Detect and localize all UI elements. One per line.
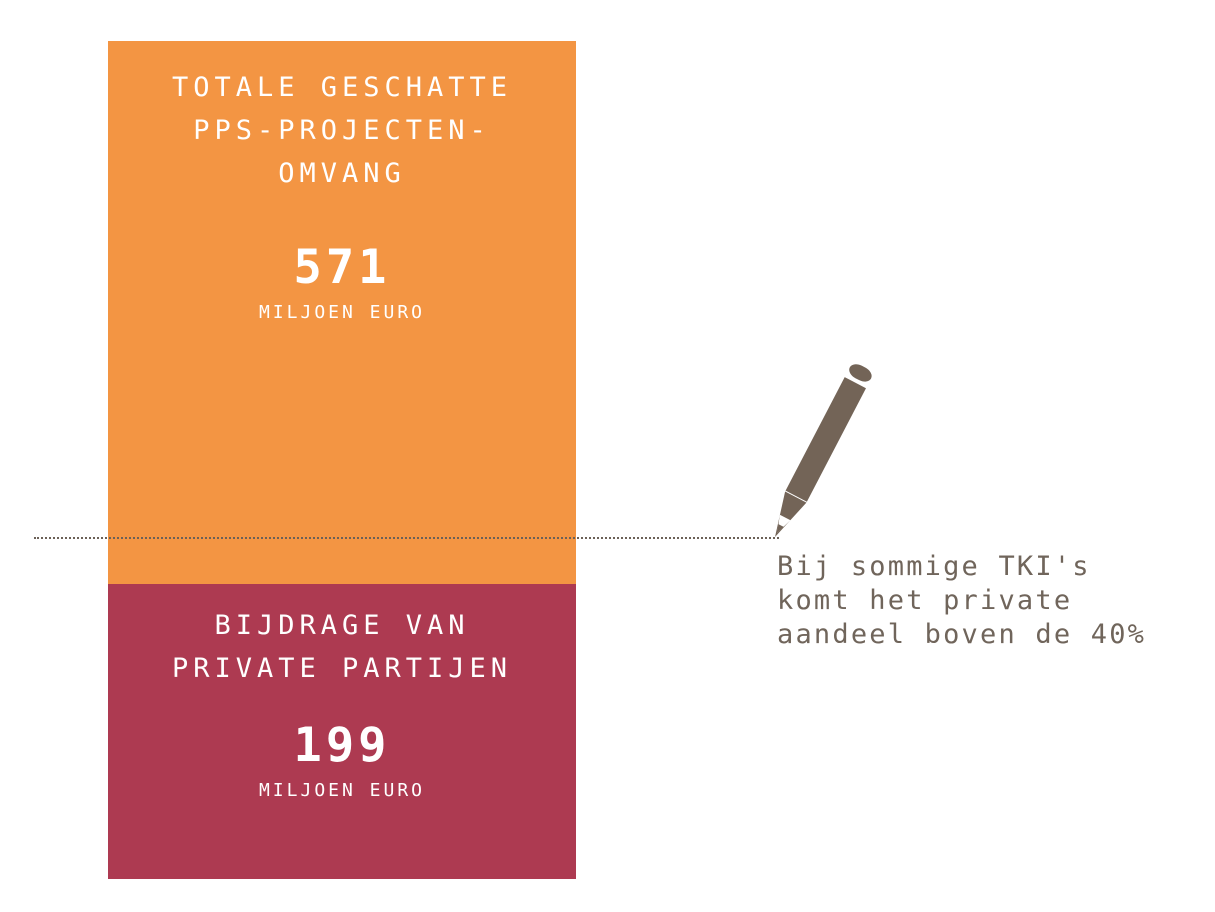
annotation-text: Bij sommige TKI's komt het private aande…: [777, 551, 1147, 650]
total-volume-block: TOTALE GESCHATTE PPS-PROJECTEN- OMVANG 5…: [108, 41, 576, 584]
private-contribution-value: 199: [293, 718, 391, 773]
pencil-icon: [775, 364, 872, 537]
private-contribution-block: BIJDRAGE VAN PRIVATE PARTIJEN 199 MILJOE…: [108, 584, 576, 879]
dotted-marker-line: [34, 537, 779, 539]
private-contribution-unit: MILJOEN EURO: [258, 780, 426, 801]
total-volume-title: TOTALE GESCHATTE PPS-PROJECTEN- OMVANG: [171, 72, 513, 189]
total-volume-unit: MILJOEN EURO: [258, 302, 426, 323]
total-volume-value: 571: [293, 240, 391, 295]
private-contribution-title: BIJDRAGE VAN PRIVATE PARTIJEN: [171, 610, 513, 684]
